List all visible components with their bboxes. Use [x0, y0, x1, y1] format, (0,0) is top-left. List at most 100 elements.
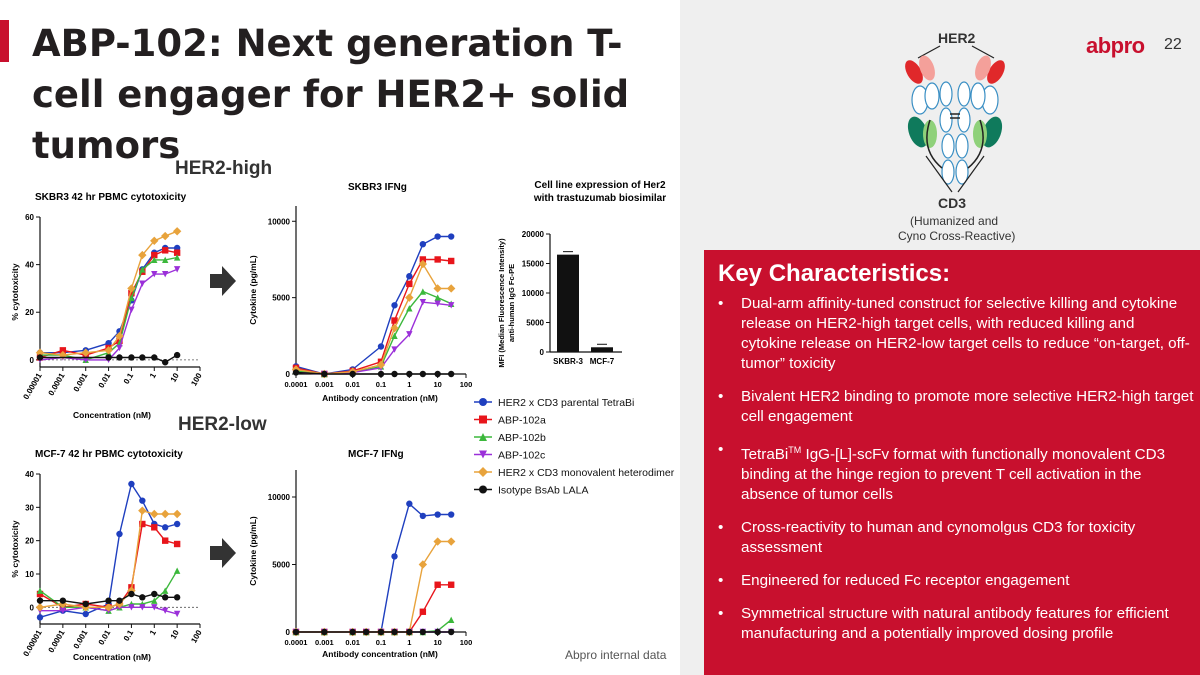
data-point — [390, 323, 399, 333]
her2-binding-arm-left — [905, 55, 940, 148]
data-point — [391, 370, 398, 378]
data-point — [116, 530, 123, 538]
series-line — [296, 584, 452, 633]
series-line — [39, 482, 178, 618]
data-point — [128, 294, 135, 302]
data-point — [434, 370, 441, 378]
data-point — [419, 256, 427, 263]
x-tick-label: 1 — [407, 380, 411, 389]
data-point — [128, 289, 135, 297]
chart-title: SKBR3 IFNg — [348, 182, 407, 193]
data-point — [172, 227, 182, 236]
data-point — [447, 511, 455, 518]
x-tick-label: 0.01 — [97, 371, 113, 389]
page-number: 22 — [1164, 36, 1182, 53]
data-point — [151, 597, 158, 604]
data-point — [419, 288, 427, 295]
data-point — [128, 306, 135, 314]
y-tick-label: 15000 — [522, 260, 545, 269]
data-series — [36, 590, 181, 608]
x-tick-label: 0.01 — [97, 628, 113, 646]
y-tick-label: 20000 — [522, 230, 545, 239]
y-tick-label: 10000 — [268, 493, 291, 502]
series-line — [295, 235, 452, 375]
cd3-label: CD3 — [938, 195, 966, 211]
data-point — [139, 604, 146, 611]
y-axis-label: % cytotoxicity — [10, 520, 20, 577]
data-point — [128, 354, 135, 361]
arrow-icon — [210, 538, 236, 568]
x-tick-label: 100 — [189, 371, 204, 388]
slide-title: ABP-102: Next generation T-cell engager … — [32, 22, 630, 167]
x-tick-label: 0.001 — [72, 628, 90, 650]
data-point — [173, 351, 181, 359]
data-point — [377, 628, 385, 636]
her2-label: HER2 — [938, 30, 976, 46]
data-point — [292, 628, 300, 636]
data-point — [139, 497, 146, 504]
legend-marker — [479, 485, 487, 494]
legend-label: ABP-102a — [498, 415, 546, 427]
x-axis-label: Antibody concentration (nM) — [322, 393, 438, 403]
x-tick-label: 10 — [169, 371, 182, 384]
x-tick-label: 100 — [460, 638, 473, 647]
data-point — [161, 256, 169, 264]
y-axis-label: Cytokine (pg/mL) — [248, 255, 258, 325]
data-point — [36, 587, 44, 594]
list-item: • Dual-arm affinity-tuned construct for s… — [714, 294, 1194, 374]
y-tick-label: 40 — [25, 261, 34, 270]
legend-label: HER2 x CD3 parental TetraBi — [498, 397, 634, 409]
x-tick-label: 0.01 — [345, 380, 360, 389]
data-series — [292, 369, 455, 378]
y-axis-label-line2: anti-human IgG Fc-PE — [507, 264, 516, 342]
data-point — [447, 302, 455, 309]
data-point — [405, 293, 414, 302]
bullet: • — [718, 295, 724, 312]
y-tick-label: 5000 — [272, 294, 290, 303]
data-point — [161, 537, 169, 544]
y-tick-label: 20 — [25, 537, 34, 546]
data-point — [151, 354, 158, 361]
data-point — [116, 597, 123, 604]
data-point — [391, 628, 398, 636]
y-tick-label: 40 — [25, 470, 34, 479]
data-point — [128, 480, 135, 488]
data-point — [447, 628, 455, 636]
data-point — [139, 280, 146, 287]
characteristic-text-post: IgG-[L]-scFv format with functionally mo… — [741, 446, 1166, 504]
data-point — [161, 587, 169, 594]
data-point — [151, 270, 158, 278]
x-tick-label: 10 — [433, 638, 441, 647]
data-point — [406, 305, 413, 312]
x-tick-label: 0.01 — [345, 638, 360, 647]
legend-item: HER2 x CD3 monovalent heterodimer — [474, 467, 675, 479]
data-point — [391, 346, 398, 353]
list-item: • Bivalent HER2 binding to promote more s… — [714, 387, 1194, 427]
data-point — [173, 610, 181, 618]
x-tick-label: 0.1 — [122, 628, 136, 643]
series-line — [39, 268, 178, 361]
legend-marker — [479, 450, 487, 459]
data-point — [391, 332, 398, 340]
her2-expression-chart: Cell line expression of Her2 with trastuz… — [497, 180, 666, 368]
data-point — [321, 628, 328, 636]
x-tick-label: 0.0001 — [285, 638, 308, 647]
characteristic-text: Engineered for reduced Fc receptor engag… — [741, 572, 1070, 590]
data-point — [127, 284, 136, 293]
x-tick-label: 0.0001 — [47, 628, 67, 654]
characteristic-text: Cross-reactivity to human and cynomolgus… — [741, 519, 1136, 557]
data-point — [35, 348, 45, 357]
series-line — [295, 262, 452, 375]
legend-label: ABP-102b — [498, 432, 546, 444]
y-tick-label: 0 — [286, 628, 291, 637]
x-tick-label: 10 — [169, 628, 182, 641]
y-tick-label: 5000 — [526, 319, 544, 328]
y-tick-label: 60 — [25, 213, 34, 222]
chart-title-line2: with trastuzumab biosimilar — [533, 193, 666, 204]
data-point — [150, 509, 159, 519]
data-point — [419, 299, 427, 306]
title-accent-bar — [0, 20, 9, 62]
data-point — [406, 370, 413, 378]
bullet: • — [718, 519, 724, 537]
skbr3-ifng-chart: SKBR3 IFNg 0 5000 10000 0.0001 0.001 0.01 0.1 1 1… — [248, 182, 472, 403]
